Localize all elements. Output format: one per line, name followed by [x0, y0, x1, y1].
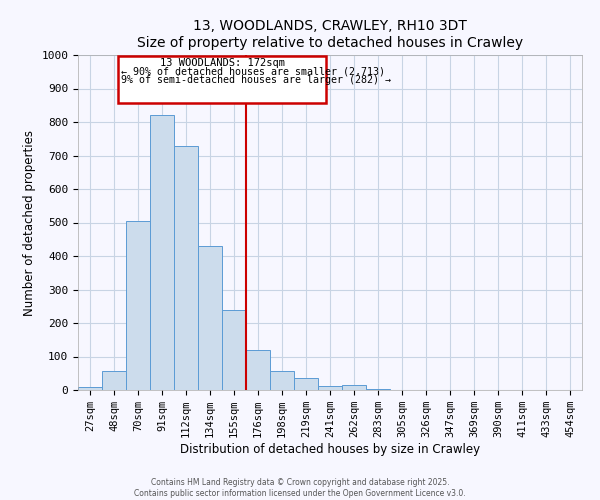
- Title: 13, WOODLANDS, CRAWLEY, RH10 3DT
Size of property relative to detached houses in: 13, WOODLANDS, CRAWLEY, RH10 3DT Size of…: [137, 20, 523, 50]
- Bar: [270, 371, 294, 390]
- Text: Contains HM Land Registry data © Crown copyright and database right 2025.
Contai: Contains HM Land Registry data © Crown c…: [134, 478, 466, 498]
- Bar: [318, 386, 342, 390]
- Bar: [342, 385, 366, 390]
- X-axis label: Distribution of detached houses by size in Crawley: Distribution of detached houses by size …: [180, 443, 480, 456]
- Bar: [174, 146, 198, 390]
- Bar: [246, 350, 270, 390]
- Bar: [294, 378, 318, 390]
- Bar: [222, 310, 246, 390]
- Text: 13 WOODLANDS: 172sqm: 13 WOODLANDS: 172sqm: [160, 58, 284, 68]
- Text: 9% of semi-detached houses are larger (282) →: 9% of semi-detached houses are larger (2…: [121, 75, 391, 85]
- Y-axis label: Number of detached properties: Number of detached properties: [23, 130, 36, 316]
- Bar: [150, 116, 174, 390]
- Bar: [102, 371, 126, 390]
- FancyBboxPatch shape: [118, 56, 326, 102]
- Text: ← 90% of detached houses are smaller (2,713): ← 90% of detached houses are smaller (2,…: [121, 66, 385, 76]
- Bar: [78, 388, 102, 390]
- Bar: [126, 221, 150, 390]
- Bar: [198, 246, 222, 390]
